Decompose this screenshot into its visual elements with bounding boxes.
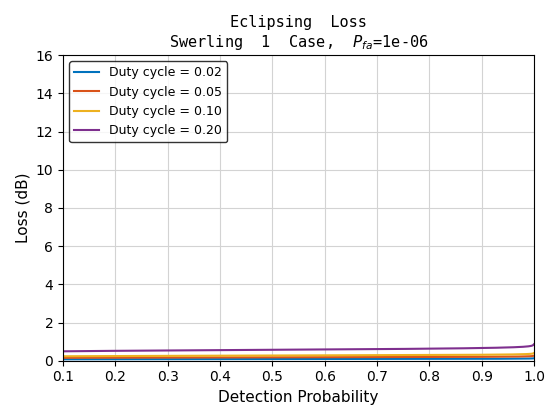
Duty cycle = 0.10: [360, 353, 366, 358]
Duty cycle = 0.10: [465, 352, 472, 357]
Duty cycle = 0.20: [360, 346, 366, 352]
Duty cycle = 0.10: [346, 353, 352, 358]
Duty cycle = 0.05: [360, 354, 366, 360]
Duty cycle = 0.20: [417, 346, 423, 351]
Duty cycle = 0.10: [333, 353, 340, 358]
Duty cycle = 0.05: [530, 353, 537, 358]
Duty cycle = 0.02: [346, 357, 352, 362]
Duty cycle = 0.20: [465, 346, 472, 351]
Duty cycle = 0.10: [60, 354, 67, 359]
Line: Duty cycle = 0.05: Duty cycle = 0.05: [63, 356, 534, 358]
Y-axis label: Loss (dB): Loss (dB): [15, 173, 30, 243]
Duty cycle = 0.02: [89, 357, 96, 362]
Duty cycle = 0.10: [417, 352, 423, 357]
Duty cycle = 0.20: [333, 347, 340, 352]
Duty cycle = 0.02: [417, 357, 423, 362]
Line: Duty cycle = 0.02: Duty cycle = 0.02: [63, 358, 534, 359]
Duty cycle = 0.05: [465, 354, 472, 360]
Legend: Duty cycle = 0.02, Duty cycle = 0.05, Duty cycle = 0.10, Duty cycle = 0.20: Duty cycle = 0.02, Duty cycle = 0.05, Du…: [69, 61, 227, 142]
Duty cycle = 0.02: [530, 356, 537, 361]
Title: Eclipsing  Loss
Swerling  1  Case,  $P_{fa}$=1e-06: Eclipsing Loss Swerling 1 Case, $P_{fa}$…: [169, 15, 428, 52]
Line: Duty cycle = 0.10: Duty cycle = 0.10: [63, 353, 534, 356]
Duty cycle = 0.05: [417, 354, 423, 360]
Duty cycle = 0.02: [333, 357, 340, 362]
Line: Duty cycle = 0.20: Duty cycle = 0.20: [63, 344, 534, 351]
Duty cycle = 0.20: [89, 349, 96, 354]
Duty cycle = 0.05: [89, 355, 96, 360]
Duty cycle = 0.20: [60, 349, 67, 354]
Duty cycle = 0.05: [333, 355, 340, 360]
Duty cycle = 0.05: [60, 355, 67, 360]
Duty cycle = 0.10: [530, 351, 537, 356]
Duty cycle = 0.05: [346, 354, 352, 360]
Duty cycle = 0.02: [360, 357, 366, 362]
Duty cycle = 0.02: [465, 356, 472, 361]
Duty cycle = 0.02: [60, 357, 67, 362]
Duty cycle = 0.10: [89, 354, 96, 359]
X-axis label: Detection Probability: Detection Probability: [218, 390, 379, 405]
Duty cycle = 0.20: [530, 342, 537, 347]
Duty cycle = 0.20: [346, 347, 352, 352]
